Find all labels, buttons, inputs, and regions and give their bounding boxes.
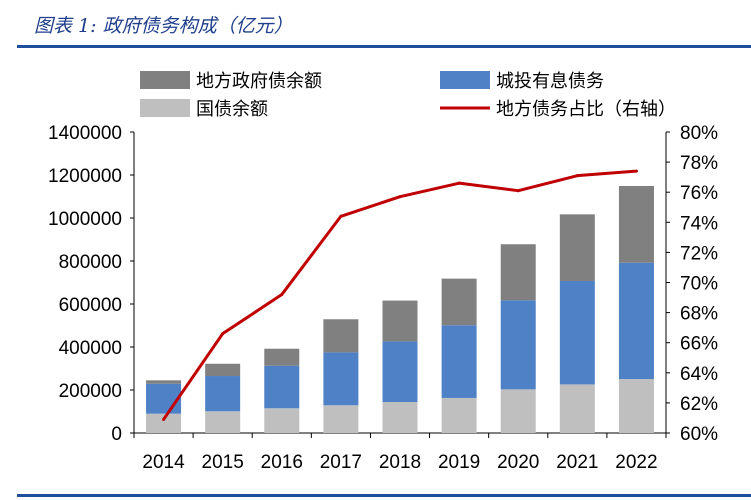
bar-2014 (146, 413, 182, 433)
left-tick-label: 1000000 (48, 209, 122, 230)
bar-2021 (559, 384, 595, 433)
ratio-point (339, 214, 343, 218)
bar-2021 (559, 214, 595, 281)
bar-2015 (205, 363, 241, 377)
right-tick-label: 72% (680, 243, 718, 264)
legend-swatch (140, 71, 190, 89)
bar-2019 (441, 397, 477, 433)
ratio-point (516, 189, 520, 193)
bar-2017 (323, 352, 359, 406)
ratio-point (457, 181, 461, 185)
title-divider (17, 45, 751, 48)
right-tick-label: 80% (680, 123, 718, 144)
ratio-point (398, 195, 402, 199)
x-tick-label: 2015 (202, 452, 244, 473)
bar-2017 (323, 319, 359, 353)
left-tick-label: 400000 (59, 338, 122, 359)
left-tick-label: 200000 (59, 381, 122, 402)
bar-2018 (382, 341, 418, 403)
bar-2015 (205, 376, 241, 412)
right-tick-label: 60% (680, 424, 718, 445)
bar-2016 (264, 348, 300, 366)
legend-label: 城投有息债务 (496, 71, 604, 91)
bar-2015 (205, 411, 241, 433)
right-tick-label: 64% (680, 364, 718, 385)
bar-2022 (618, 185, 654, 263)
chart-title: 图表 1: 政府债务构成（亿元） (34, 15, 293, 37)
right-tick-label: 78% (680, 153, 718, 174)
legend-label: 国债余额 (196, 99, 268, 119)
x-tick-label: 2018 (379, 452, 421, 473)
bar-2016 (264, 365, 300, 409)
ratio-point (634, 169, 638, 173)
ratio-point (162, 417, 166, 421)
ratio-point (280, 293, 284, 297)
right-tick-label: 74% (680, 213, 718, 234)
right-tick-label: 70% (680, 274, 718, 295)
x-tick-label: 2022 (615, 452, 657, 473)
bar-2018 (382, 402, 418, 433)
bar-2016 (264, 408, 300, 433)
x-tick-label: 2016 (261, 452, 303, 473)
legend-label: 地方政府债余额 (196, 71, 322, 91)
x-tick-label: 2019 (438, 452, 480, 473)
left-tick-label: 800000 (59, 252, 122, 273)
right-tick-label: 66% (680, 334, 718, 355)
x-tick-label: 2014 (142, 452, 185, 473)
left-tick-label: 0 (111, 424, 122, 445)
bar-2018 (382, 300, 418, 342)
bar-2020 (500, 389, 536, 433)
bar-2019 (441, 325, 477, 398)
ratio-point (575, 174, 579, 178)
bar-2014 (146, 383, 182, 414)
legend-swatch (440, 71, 490, 89)
bar-2017 (323, 405, 359, 433)
right-tick-label: 62% (680, 394, 718, 415)
x-tick-label: 2017 (320, 452, 362, 473)
bar-2022 (618, 379, 654, 433)
right-tick-label: 68% (680, 304, 718, 325)
ratio-point (221, 332, 225, 336)
bar-2014 (146, 380, 182, 384)
bar-2020 (500, 300, 536, 390)
legend-label: 地方债务占比（右轴） (496, 99, 676, 119)
x-tick-label: 2021 (556, 452, 598, 473)
bar-2020 (500, 244, 536, 301)
bar-2019 (441, 278, 477, 326)
left-tick-label: 1400000 (48, 123, 122, 144)
bar-2022 (618, 262, 654, 380)
left-tick-label: 600000 (59, 295, 122, 316)
bar-2021 (559, 280, 595, 385)
left-tick-label: 1200000 (48, 166, 122, 187)
x-tick-label: 2020 (497, 452, 539, 473)
right-tick-label: 76% (680, 183, 718, 204)
legend-swatch (140, 99, 190, 117)
bottom-divider (17, 494, 751, 497)
